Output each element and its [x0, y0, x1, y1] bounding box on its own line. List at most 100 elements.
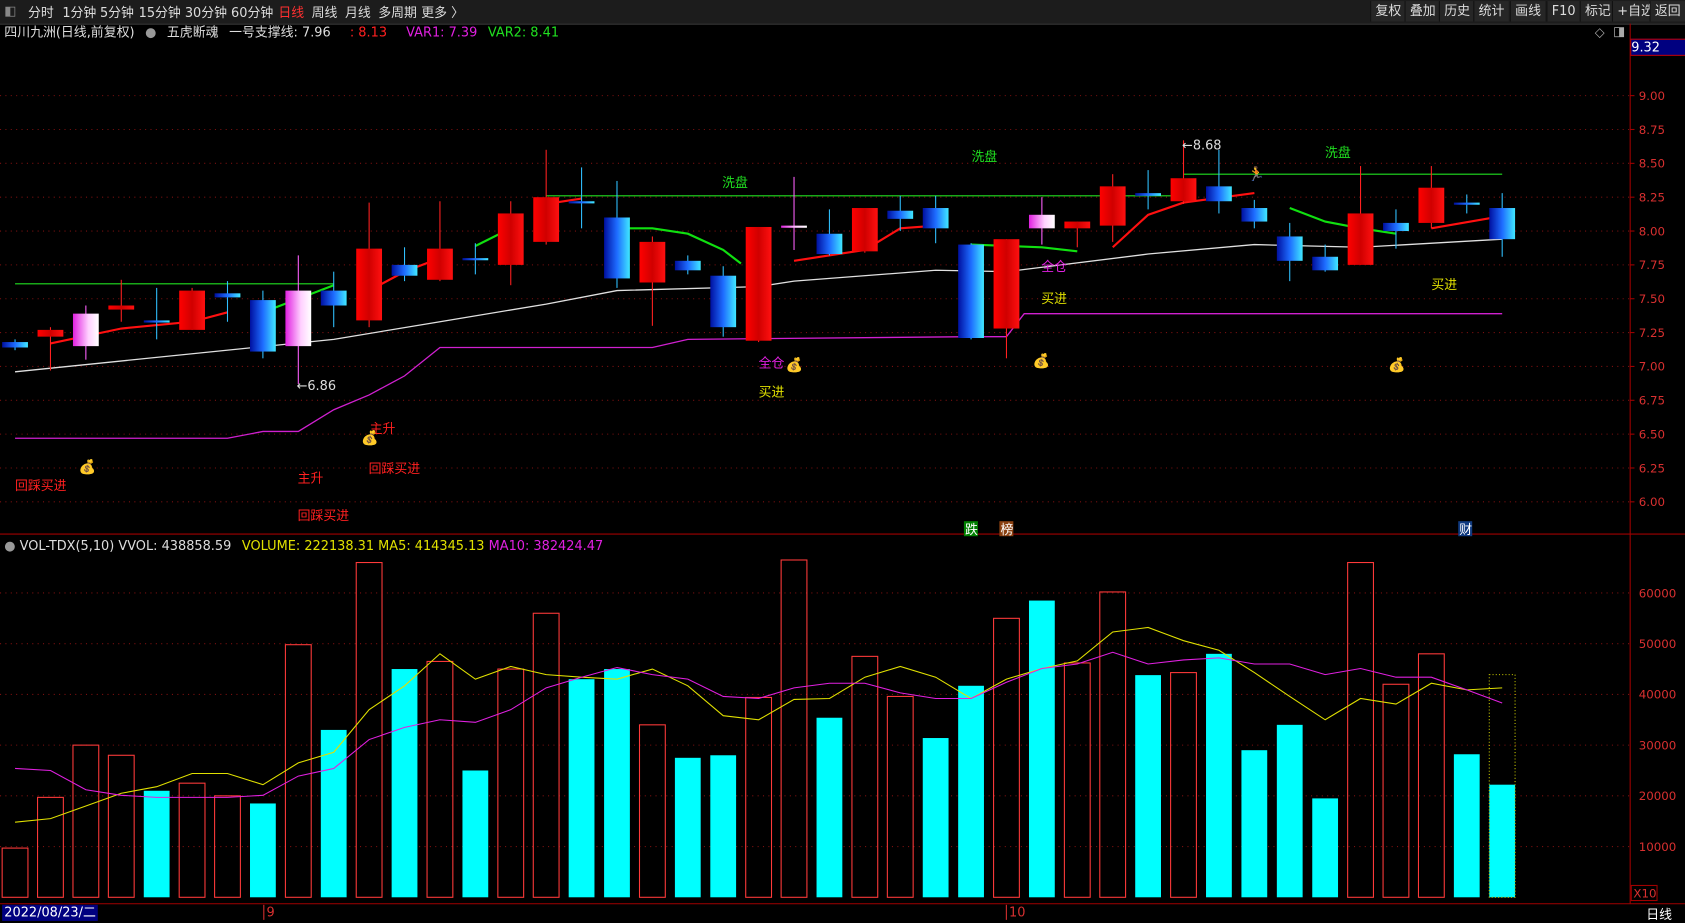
- price-tick-label: 8.75: [1639, 123, 1665, 137]
- volume-bar-up: [745, 696, 773, 898]
- fall-badge: 跌: [965, 522, 978, 538]
- candle-body: [816, 233, 843, 255]
- candle-body: [533, 197, 560, 242]
- volume-bar-down: [710, 755, 737, 898]
- period-tab[interactable]: 15分钟: [138, 5, 181, 21]
- money-bag-icon: 💰: [786, 357, 803, 374]
- period-tab[interactable]: 多周期: [378, 5, 417, 21]
- price-tick-label: 6.75: [1639, 394, 1665, 408]
- ma10-value: MA10: 382424.47: [488, 538, 604, 554]
- candle-body: [1383, 222, 1409, 232]
- buy-label: 买进: [1431, 278, 1457, 293]
- price-tick-label: 7.00: [1639, 360, 1665, 374]
- volume-bar-up: [1417, 653, 1445, 898]
- buy-label: 买进: [1041, 292, 1067, 307]
- draw-button[interactable]: 画线: [1509, 1, 1546, 22]
- volume-bar-up: [1099, 591, 1127, 898]
- volume-indicator-name[interactable]: VOL-TDX(5,10): [19, 538, 115, 554]
- f10-button[interactable]: F10: [1546, 1, 1580, 22]
- volume-menu-icon[interactable]: ●: [4, 538, 16, 554]
- period-tab[interactable]: 周线: [311, 5, 338, 21]
- period-tab[interactable]: 月线: [344, 5, 371, 21]
- period-tab-active[interactable]: 日线: [278, 5, 305, 21]
- indicator-name[interactable]: 五虎断魂: [166, 24, 219, 40]
- period-tab[interactable]: 1分钟: [62, 5, 97, 21]
- period-tab[interactable]: 60分钟: [231, 5, 274, 21]
- var2-value: VAR2: 8.41: [487, 24, 560, 40]
- period-tab[interactable]: 5分钟: [99, 5, 134, 21]
- price-tick-label: 8.50: [1639, 157, 1665, 171]
- candle-body: [1135, 193, 1161, 196]
- candle-body: [214, 293, 241, 298]
- white-ma-line: [14, 238, 1503, 373]
- price-tick-label: 6.00: [1639, 495, 1665, 509]
- candle-body: [1276, 236, 1303, 261]
- volume-bar-down: [1312, 798, 1339, 898]
- price-tick-label: 6.25: [1639, 461, 1665, 475]
- main-rise-label: 主升: [298, 471, 324, 486]
- history-button[interactable]: 历史: [1438, 1, 1475, 22]
- main-rise-label: 主升: [370, 422, 396, 437]
- candle-body: [887, 210, 914, 219]
- volume-bar-down: [1028, 600, 1055, 898]
- overlay-button[interactable]: 叠加: [1404, 1, 1440, 22]
- volume-bar-down: [674, 757, 701, 898]
- var1-value: VAR1: 7.39: [406, 24, 478, 40]
- price-tick-label: 8.00: [1639, 224, 1665, 238]
- stats-button[interactable]: 统计: [1473, 1, 1509, 22]
- mark-button[interactable]: 标记: [1579, 1, 1616, 22]
- volume-forecast-bar: [1488, 674, 1516, 898]
- volume-bar-down: [922, 738, 949, 898]
- high-price-marker: ←8.68: [1182, 138, 1221, 153]
- volume-tick-label: 40000: [1639, 688, 1677, 702]
- trend-line-green: [1289, 207, 1397, 235]
- indicator-menu-icon[interactable]: ●: [145, 24, 157, 40]
- candle-body: [285, 290, 312, 347]
- candle-body: [108, 305, 135, 310]
- volume-bar-down: [1489, 784, 1516, 898]
- volume-bar-up: [638, 724, 666, 898]
- add-watchlist-button[interactable]: +自选: [1611, 1, 1659, 22]
- volume-bar-up: [107, 754, 135, 898]
- candle-body: [604, 217, 630, 279]
- candle-body: [2, 342, 28, 348]
- candle-body: [1099, 186, 1126, 226]
- volume-tick-label: 50000: [1639, 637, 1677, 651]
- volume-bar-up: [37, 796, 64, 898]
- period-tab[interactable]: 分时: [27, 5, 54, 21]
- candle-body: [143, 320, 170, 323]
- volume-bar-down: [391, 669, 418, 898]
- volume-ma5-line: [14, 626, 1503, 823]
- money-bag-icon: 💰: [1033, 352, 1050, 369]
- month-label: 9: [263, 904, 275, 920]
- volume-tick-label: 60000: [1639, 586, 1677, 600]
- period-label[interactable]: 日线: [1646, 906, 1673, 923]
- month-label: 10: [1005, 904, 1025, 920]
- sidebar-toggle-icon[interactable]: ◧: [4, 3, 17, 19]
- volume-bar-up: [178, 782, 206, 898]
- candle-body: [391, 264, 418, 276]
- volume-bar-down: [958, 685, 984, 898]
- volume-bar-up: [214, 795, 241, 898]
- volume-bar-down: [250, 803, 276, 898]
- pullback-buy-label: 回踩买进: [369, 462, 421, 477]
- period-tab[interactable]: 30分钟: [184, 5, 228, 21]
- period-toolbar: ◧ 分时 1分钟 5分钟 15分钟 30分钟 60分钟 日线 周线 月线 多周期…: [0, 0, 1685, 25]
- diamond-icon[interactable]: ◇: [1594, 24, 1605, 40]
- candle-body: [1064, 221, 1091, 229]
- price-tick-label: 6.50: [1639, 427, 1665, 441]
- panel-toggle-icon[interactable]: ◨: [1612, 23, 1626, 39]
- adjust-button[interactable]: 复权: [1370, 1, 1406, 22]
- volume-tick-label: 30000: [1639, 738, 1677, 752]
- volume-bar-up: [851, 655, 879, 898]
- wash-label: 洗盘: [722, 175, 748, 191]
- volume-ma10-line: [15, 651, 1503, 798]
- finance-badge: 财: [1459, 523, 1472, 538]
- volume-bar-up: [1063, 662, 1091, 898]
- pullback-buy-label: 回踩买进: [15, 479, 67, 494]
- back-button[interactable]: 返回: [1649, 1, 1685, 22]
- volume-bar-down: [320, 729, 347, 898]
- more-periods-button[interactable]: 更多 〉: [421, 5, 465, 21]
- full-position-label: 全仓: [759, 356, 785, 372]
